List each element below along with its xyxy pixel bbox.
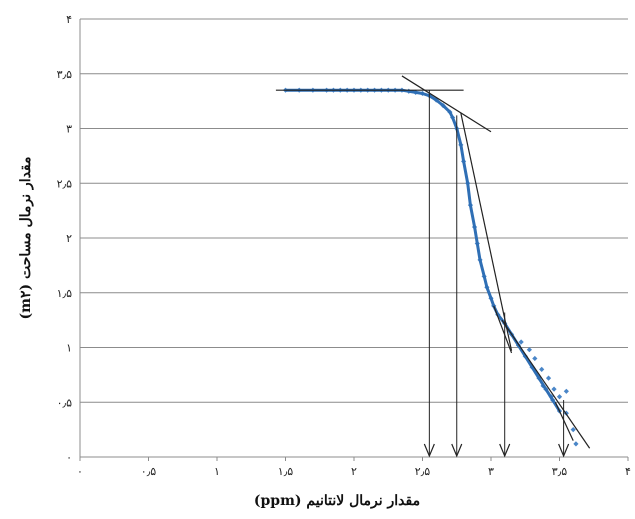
tangent-lines [275,75,591,449]
arrow-head [558,443,570,458]
x-axis-title: مقدار نرمال لانتانیم (ppm) [254,493,420,509]
x-tick-label: ۰ [77,465,83,478]
y-tick-label: ۰ [66,451,72,464]
x-tick-label: ۲٫۵ [415,465,430,478]
x-tick-label: ۳ [488,465,494,478]
data-curve [285,88,561,412]
data-point [518,339,524,345]
threshold-arrows [423,90,570,458]
y-tick-label: ۱٫۵ [57,287,72,300]
x-tick-label: ۴ [625,465,631,478]
data-point [532,355,538,362]
y-tick-label: ۰٫۵ [57,396,72,409]
arrow-head [423,443,435,458]
data-point [551,386,557,392]
y-tick-label: ۲٫۵ [57,177,72,190]
x-tick-label: ۳٫۵ [552,465,567,478]
tangent-line [493,305,513,354]
data-points [282,87,579,447]
series-line [285,88,561,412]
tangent-line [401,75,492,133]
gridlines [80,18,628,403]
x-tick-label: ۰٫۵ [141,465,156,478]
data-point [570,427,576,433]
arrow-head [499,443,511,458]
data-point [539,366,545,372]
y-tick-labels: ۰ ۰٫۵ ۱ ۱٫۵ ۲ ۲٫۵ ۳ ۳٫۵ ۴ [57,13,72,464]
data-point [573,441,579,447]
y-tick-label: ۲ [66,232,72,245]
axes [79,19,629,461]
y-tick-label: ۱ [66,342,72,355]
y-tick-label: ۳٫۵ [57,68,72,81]
data-point [526,347,532,353]
y-axis-title: مقدار نرمال مساحت (m۲) [18,156,34,319]
arrow-head [451,443,463,458]
tangent-line [554,401,574,441]
data-point [563,388,569,394]
data-point [545,375,552,381]
data-point [556,394,563,400]
x-tick-labels: ۰ ۰٫۵ ۱ ۱٫۵ ۲ ۲٫۵ ۳ ۳٫۵ ۴ [77,465,631,478]
x-tick-label: ۲ [351,465,357,478]
tangent-line [460,113,513,351]
x-tick-label: ۱ [214,465,220,478]
y-tick-label: ۴ [66,13,72,26]
y-tick-label: ۳ [66,123,72,136]
tangent-line [501,319,591,449]
x-tick-label: ۱٫۵ [278,465,293,478]
